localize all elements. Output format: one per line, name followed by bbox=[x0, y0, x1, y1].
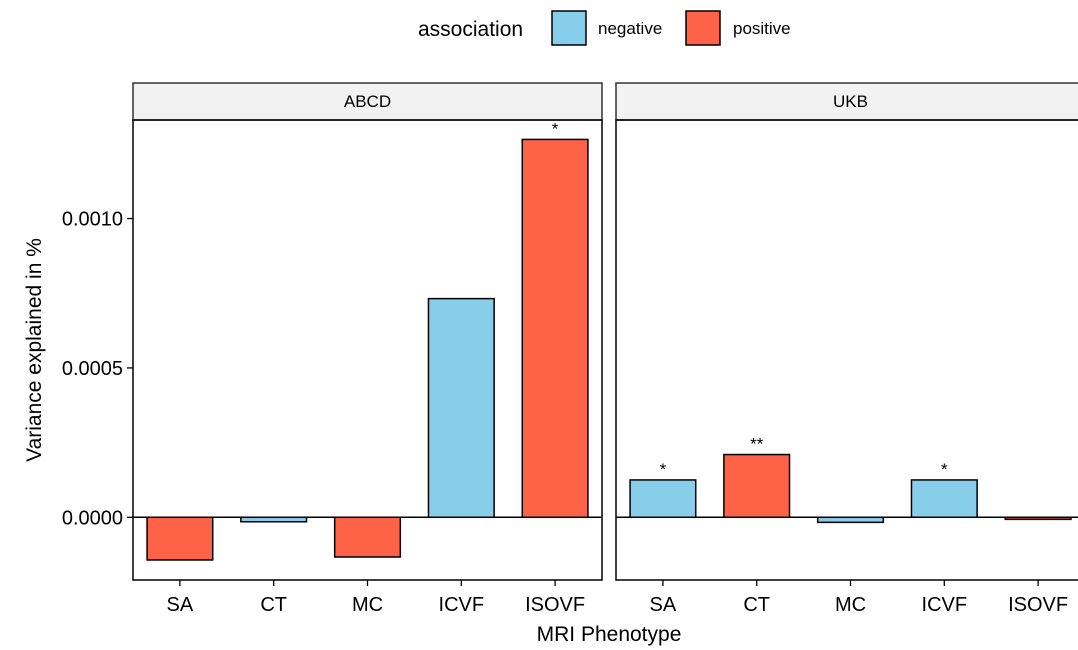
bar-abcd-isovf bbox=[521, 138, 589, 519]
x-tick-label: MC bbox=[352, 594, 383, 616]
y-axis-title: Variance explained in % bbox=[23, 238, 46, 462]
significance-label: ** bbox=[750, 435, 764, 454]
significance-label: * bbox=[552, 119, 559, 138]
bar-ukb-mc bbox=[816, 516, 885, 524]
strip-abcd bbox=[132, 82, 603, 121]
strip-label-ukb: UKB bbox=[833, 92, 868, 111]
bar-ukb-ct bbox=[723, 453, 791, 519]
x-tick-label: CT bbox=[743, 594, 770, 616]
bar-abcd-mc bbox=[333, 516, 402, 558]
bar-abcd-icvf bbox=[427, 297, 495, 519]
y-tick-label: 0.0005 bbox=[62, 358, 123, 380]
legend-label-positive: positive bbox=[733, 19, 791, 38]
strip-label-abcd: ABCD bbox=[344, 92, 391, 111]
legend-key-negative bbox=[551, 10, 587, 46]
y-axis: 0.0000 0.0005 0.0010 bbox=[62, 209, 133, 529]
x-tick-label: SA bbox=[167, 594, 194, 616]
legend-label-negative: negative bbox=[598, 19, 662, 38]
significance-label: * bbox=[941, 460, 948, 479]
legend: association negative positive bbox=[418, 10, 791, 46]
x-tick-label: SA bbox=[650, 594, 677, 616]
bar-ukb-sa bbox=[629, 479, 697, 519]
bar-ukb-icvf bbox=[910, 479, 978, 519]
x-axis-title: MRI Phenotype bbox=[537, 623, 682, 646]
bar-abcd-sa bbox=[146, 516, 214, 561]
panel-ukb: UKB * SA ** CT MC * ICVF ISOVF bbox=[615, 82, 1078, 616]
strip-ukb bbox=[615, 82, 1078, 121]
y-tick-label: 0.0010 bbox=[62, 209, 123, 231]
legend-title: association bbox=[418, 18, 523, 41]
y-tick-label: 0.0000 bbox=[62, 507, 123, 529]
x-tick-label: ICVF bbox=[922, 594, 968, 616]
x-tick-label: MC bbox=[835, 594, 866, 616]
panel-abcd: ABCD SA CT MC ICVF * ISOVF bbox=[132, 82, 603, 616]
x-tick-label: ISOVF bbox=[1008, 594, 1068, 616]
x-tick-label: ICVF bbox=[439, 594, 485, 616]
x-tick-label: ISOVF bbox=[525, 594, 585, 616]
x-tick-label: CT bbox=[260, 594, 287, 616]
legend-key-positive bbox=[685, 10, 721, 46]
significance-label: * bbox=[660, 460, 667, 479]
